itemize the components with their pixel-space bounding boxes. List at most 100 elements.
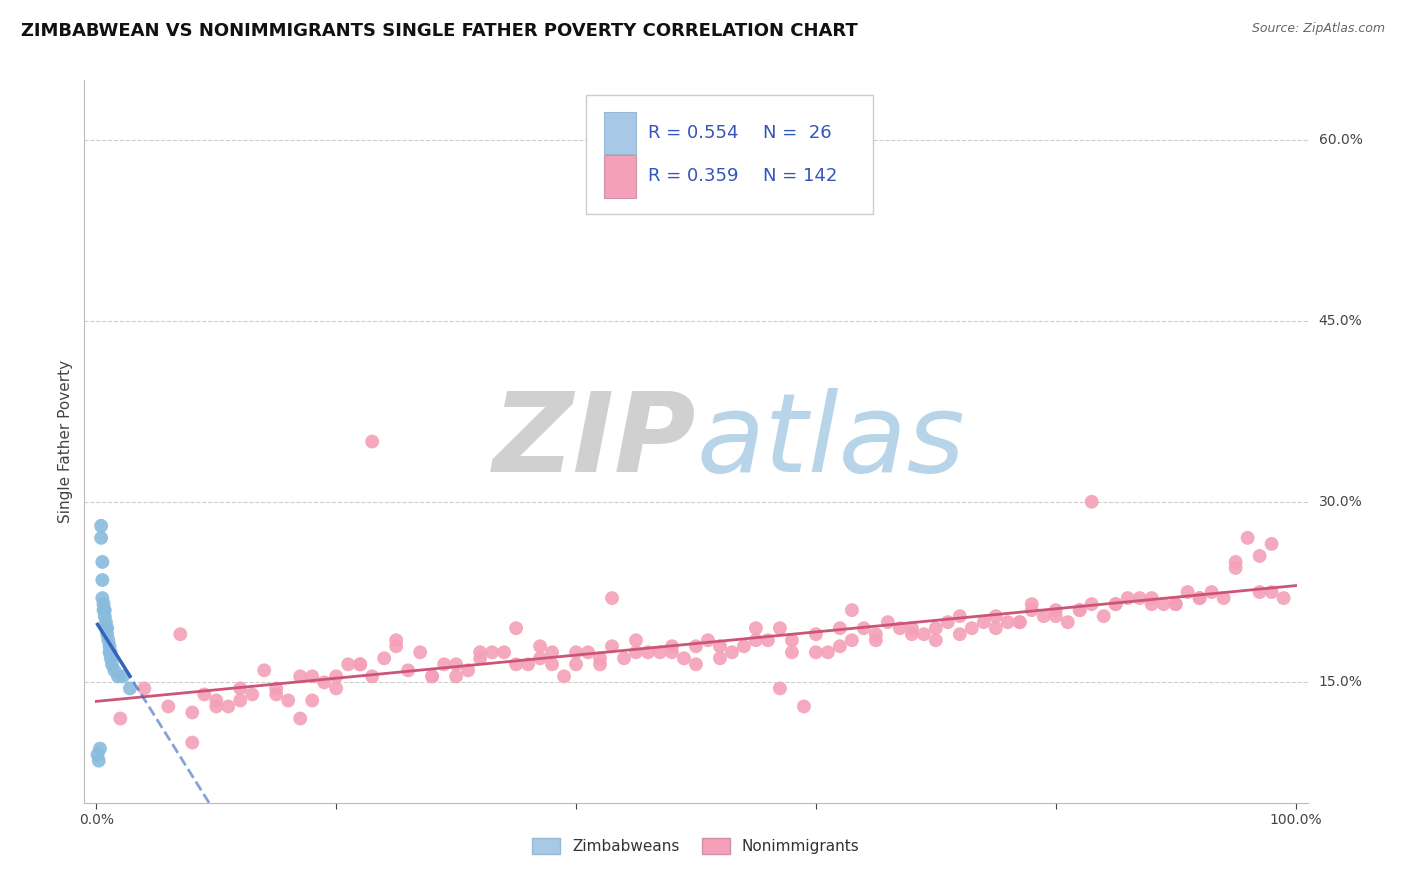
Point xyxy=(745,633,768,648)
Point xyxy=(94,621,117,635)
Point xyxy=(865,633,887,648)
Point xyxy=(229,681,252,696)
Point xyxy=(541,657,564,672)
Point xyxy=(541,645,564,659)
Point xyxy=(181,706,204,720)
Text: ZIP: ZIP xyxy=(492,388,696,495)
Point xyxy=(1164,597,1187,611)
Point xyxy=(457,664,479,678)
Point xyxy=(1008,615,1031,630)
Point xyxy=(1272,591,1295,606)
Point xyxy=(589,657,612,672)
Text: 60.0%: 60.0% xyxy=(1319,134,1362,147)
Point xyxy=(973,615,995,630)
Point xyxy=(876,615,898,630)
Point xyxy=(1260,585,1282,599)
Point xyxy=(529,651,551,665)
Point xyxy=(94,615,117,630)
Point xyxy=(600,591,623,606)
Point xyxy=(565,645,588,659)
Point xyxy=(1116,591,1139,606)
Point xyxy=(865,627,887,641)
Point xyxy=(1021,597,1043,611)
Point xyxy=(997,615,1019,630)
Point xyxy=(240,687,263,701)
Text: atlas: atlas xyxy=(696,388,965,495)
Point xyxy=(553,669,575,683)
Point xyxy=(361,669,384,683)
Point xyxy=(912,627,935,641)
Point xyxy=(86,747,108,762)
Legend: Zimbabweans, Nonimmigrants: Zimbabweans, Nonimmigrants xyxy=(526,832,866,860)
Point xyxy=(1225,555,1247,569)
Point xyxy=(529,639,551,653)
Point xyxy=(960,621,983,635)
Point xyxy=(1140,591,1163,606)
Point xyxy=(517,657,540,672)
Point xyxy=(337,657,360,672)
Point xyxy=(1140,597,1163,611)
Point xyxy=(661,645,683,659)
Point xyxy=(93,609,117,624)
Point xyxy=(229,693,252,707)
Point xyxy=(444,657,467,672)
Point xyxy=(1092,609,1115,624)
Point xyxy=(709,639,731,653)
Point xyxy=(817,645,839,659)
Point xyxy=(733,639,755,653)
Point xyxy=(96,621,118,635)
Point xyxy=(984,609,1007,624)
Point xyxy=(600,639,623,653)
Point xyxy=(984,621,1007,635)
Point xyxy=(373,651,395,665)
Point xyxy=(277,693,299,707)
Point xyxy=(157,699,180,714)
Point xyxy=(576,645,599,659)
Point xyxy=(98,639,121,653)
Point xyxy=(1021,603,1043,617)
Point xyxy=(134,681,156,696)
Y-axis label: Single Father Poverty: Single Father Poverty xyxy=(58,360,73,523)
Point xyxy=(253,664,276,678)
Point xyxy=(780,633,803,648)
Text: 30.0%: 30.0% xyxy=(1319,495,1362,508)
Point xyxy=(793,699,815,714)
Point xyxy=(1212,591,1234,606)
Point xyxy=(385,639,408,653)
Text: N =  26: N = 26 xyxy=(762,124,831,142)
FancyBboxPatch shape xyxy=(605,155,636,198)
Point xyxy=(901,621,924,635)
Point xyxy=(949,627,972,641)
Point xyxy=(118,681,141,696)
Point xyxy=(98,645,121,659)
Point xyxy=(468,645,491,659)
Point xyxy=(89,741,111,756)
Point xyxy=(1105,597,1128,611)
Point xyxy=(624,645,647,659)
Point xyxy=(852,621,875,635)
Point xyxy=(828,621,851,635)
Point xyxy=(780,645,803,659)
Point xyxy=(301,693,323,707)
Point xyxy=(93,597,115,611)
Point xyxy=(1260,537,1282,551)
Text: 45.0%: 45.0% xyxy=(1319,314,1362,328)
Point xyxy=(91,555,114,569)
Point xyxy=(290,712,312,726)
Point xyxy=(264,687,287,701)
Point xyxy=(661,639,683,653)
Point xyxy=(901,627,924,641)
Point xyxy=(721,645,744,659)
Point xyxy=(420,669,443,683)
Point xyxy=(648,645,671,659)
Point xyxy=(100,651,122,665)
Point xyxy=(301,669,323,683)
Point xyxy=(828,639,851,653)
Text: R = 0.554: R = 0.554 xyxy=(648,124,738,142)
Point xyxy=(841,633,863,648)
Point xyxy=(804,645,827,659)
Point xyxy=(361,434,384,449)
Point xyxy=(1153,597,1175,611)
Point xyxy=(1249,549,1271,563)
Point xyxy=(91,591,114,606)
